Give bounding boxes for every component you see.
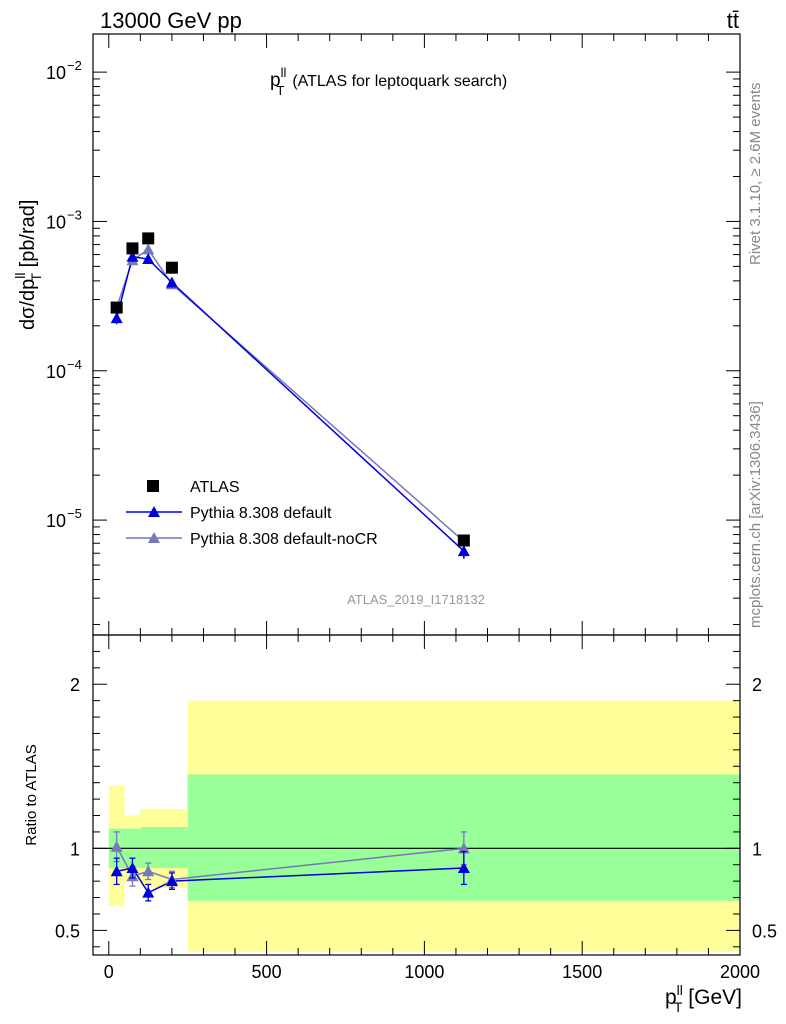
main-y-tick-exponent: −5 bbox=[67, 506, 82, 521]
x-tick-label: 0 bbox=[104, 962, 114, 982]
data-point-atlas bbox=[110, 301, 123, 314]
data-point-default bbox=[142, 253, 155, 265]
rivet-version-label: Rivet 3.1.10, ≥ 2.6M events bbox=[747, 83, 764, 266]
analysis-watermark: ATLAS_2019_I1718132 bbox=[347, 592, 485, 607]
main-y-tick-label: 10 bbox=[46, 511, 66, 531]
ratio-axis-ticks: 0.5 0.5 1 1 2 2 0 500 1000 1500 2000 bbox=[55, 635, 777, 982]
legend-default-marker bbox=[148, 506, 160, 517]
mcplots-label: mcplots.cern.ch [arXiv:1306.3436] bbox=[747, 401, 764, 628]
ratio-point-default bbox=[457, 862, 470, 874]
ratio-y-tick-label-right: 2 bbox=[752, 675, 762, 695]
main-y-tick-exponent: −4 bbox=[67, 357, 82, 372]
ratio-band-inner bbox=[156, 827, 188, 869]
main-y-tick-label: 10 bbox=[46, 212, 66, 232]
x-tick-label: 2000 bbox=[720, 962, 760, 982]
legend-nocr-label: Pythia 8.308 default-noCR bbox=[190, 531, 378, 548]
data-point-atlas bbox=[457, 534, 470, 547]
ratio-panel-bg bbox=[93, 700, 740, 952]
main-series-layer bbox=[110, 232, 470, 559]
main-plot-title: pll T(ATLAS for leptoquark search) bbox=[270, 65, 507, 98]
ratio-point-default bbox=[142, 886, 155, 898]
ratio-y-axis-label: Ratio to ATLAS bbox=[23, 744, 40, 845]
main-y-tick-exponent: −2 bbox=[67, 58, 82, 73]
ratio-point-default bbox=[165, 875, 178, 887]
data-point-default bbox=[457, 545, 470, 557]
ratio-y-tick-label-right: 1 bbox=[752, 839, 762, 859]
main-axis-ticks: 10−210−310−410−5 bbox=[46, 34, 741, 635]
main-y-axis-label: dσ/dpllT [pb/rad] bbox=[12, 200, 44, 330]
ratio-y-tick-label-right: 0.5 bbox=[752, 921, 777, 941]
data-point-default bbox=[165, 276, 178, 288]
legend-nocr-marker bbox=[148, 532, 160, 543]
series-line-2 bbox=[115, 248, 465, 542]
x-tick-label: 1500 bbox=[562, 962, 602, 982]
data-point-atlas bbox=[142, 232, 155, 245]
ratio-point-nocr bbox=[142, 865, 155, 877]
ratio-point-default bbox=[126, 862, 139, 874]
data-point-default bbox=[126, 250, 139, 262]
legend-default-label: Pythia 8.308 default bbox=[190, 505, 332, 522]
ratio-y-tick-label: 0.5 bbox=[55, 921, 80, 941]
x-tick-label: 500 bbox=[252, 962, 282, 982]
ratio-point-nocr bbox=[110, 840, 123, 852]
header-process: 13000 GeV pp bbox=[100, 8, 242, 33]
ratio-y-tick-label: 1 bbox=[70, 839, 80, 859]
main-y-tick-label: 10 bbox=[46, 63, 66, 83]
ratio-point-nocr bbox=[457, 842, 470, 854]
data-point-nocr bbox=[142, 243, 155, 255]
legend: ATLAS Pythia 8.308 default Pythia 8.308 … bbox=[126, 479, 378, 548]
legend-atlas-marker bbox=[147, 480, 159, 492]
ratio-panel-frame bbox=[92, 634, 741, 956]
ratio-band-inner bbox=[140, 827, 157, 869]
x-tick-label: 1000 bbox=[404, 962, 444, 982]
data-point-atlas bbox=[165, 261, 178, 274]
header-final-state: tt̄ bbox=[727, 8, 739, 33]
main-y-tick-exponent: −3 bbox=[67, 207, 82, 222]
main-y-tick-label: 10 bbox=[46, 362, 66, 382]
data-point-atlas bbox=[126, 242, 139, 255]
ratio-series-layer bbox=[110, 831, 470, 902]
data-point-default bbox=[110, 312, 123, 324]
ratio-y-tick-label: 2 bbox=[70, 675, 80, 695]
ratio-point-default bbox=[110, 865, 123, 877]
legend-atlas-label: ATLAS bbox=[190, 479, 240, 496]
x-axis-label: pll T [GeV] bbox=[665, 982, 742, 1015]
